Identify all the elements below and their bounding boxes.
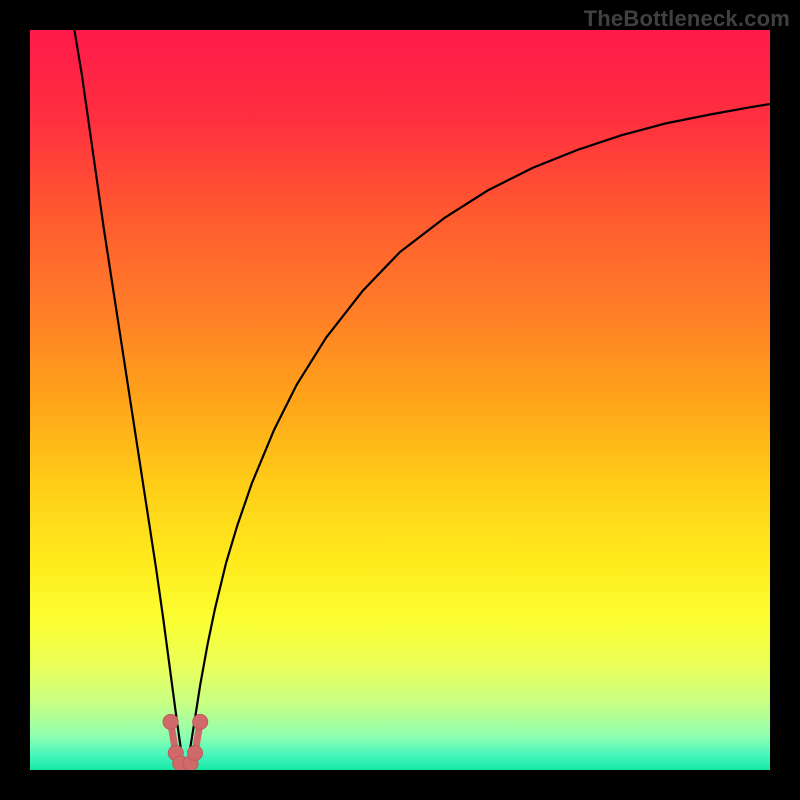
cluster-marker <box>163 714 178 729</box>
cluster-marker <box>188 745 203 760</box>
gradient-background <box>30 30 770 770</box>
chart-frame: TheBottleneck.com <box>0 0 800 800</box>
plot-svg <box>30 30 770 770</box>
plot-area <box>30 30 770 770</box>
cluster-marker <box>193 714 208 729</box>
watermark-text: TheBottleneck.com <box>584 6 790 32</box>
